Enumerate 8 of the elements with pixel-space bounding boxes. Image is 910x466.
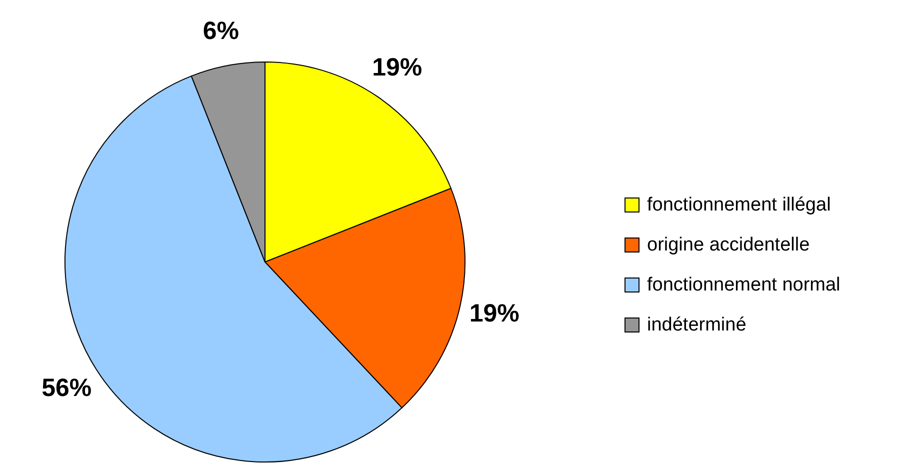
data-label: 19%: [469, 299, 520, 328]
legend-label: indéterminé: [647, 314, 746, 336]
legend-label: fonctionnement illégal: [647, 194, 831, 216]
legend-label: origine accidentelle: [647, 234, 810, 256]
data-label: 19%: [372, 54, 422, 82]
data-label: 56%: [42, 374, 92, 402]
data-label: 6%: [202, 17, 240, 46]
legend-label: fonctionnement normal: [647, 274, 840, 296]
